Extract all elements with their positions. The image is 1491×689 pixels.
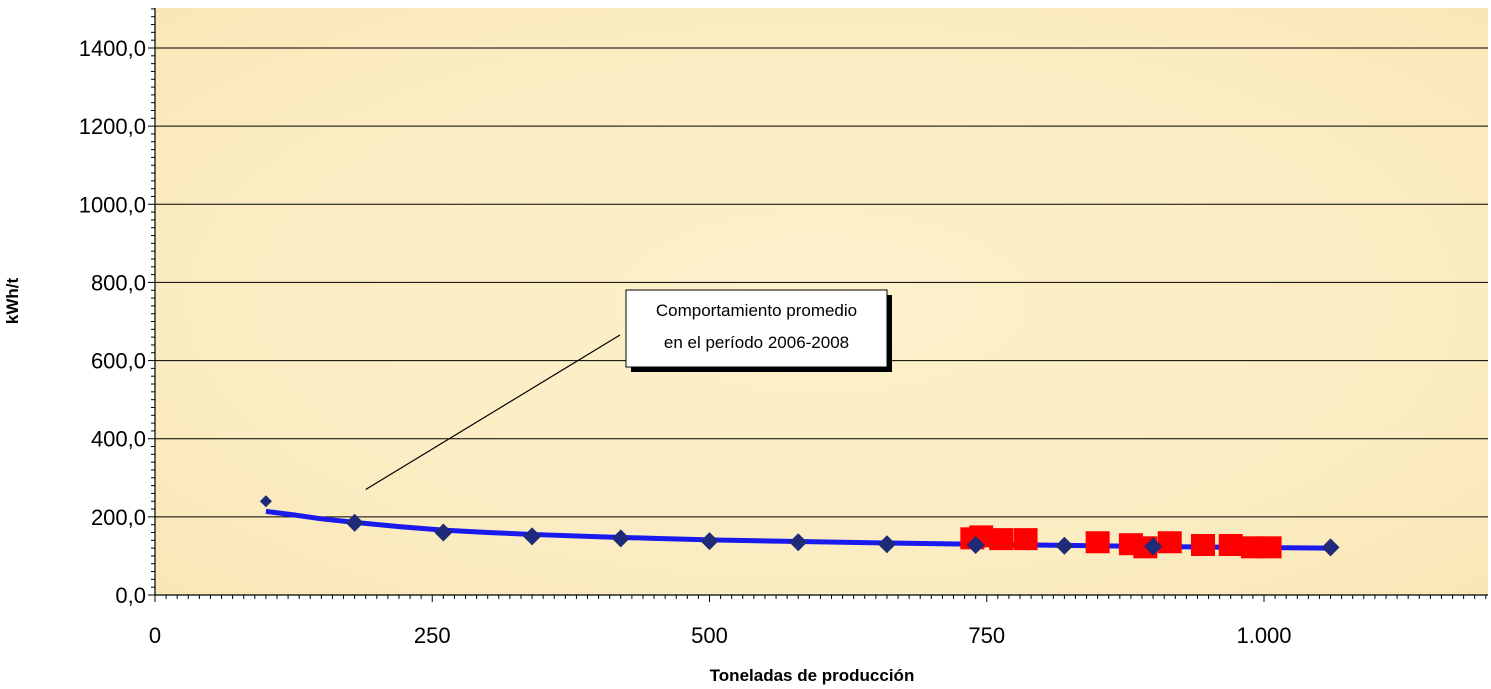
diamond-marker [345, 513, 364, 532]
diamond-marker [789, 533, 808, 552]
annotation: Comportamiento promedio en el período 20… [365, 289, 892, 491]
y-tick-label: 1200,0 [79, 114, 146, 139]
diamond-marker [434, 523, 453, 542]
red-square-marker [989, 528, 1014, 551]
red-square-marker [1218, 533, 1243, 556]
annotation-line-1: Comportamiento promedio [656, 301, 857, 320]
diamond-marker [1321, 538, 1340, 557]
y-tick-label: 1400,0 [79, 36, 146, 61]
red-square-marker [1191, 533, 1216, 556]
x-tick-label: 750 [968, 623, 1005, 648]
annotation-box [625, 289, 888, 368]
diamond-marker [1055, 536, 1074, 555]
y-tick-label: 600,0 [91, 349, 146, 374]
red-square-marker [1257, 536, 1282, 559]
x-tick-labels: 0 250 500 750 1.000 [149, 623, 1292, 648]
diamond-marker [700, 532, 719, 551]
diamond-marker [523, 527, 542, 546]
y-tick-labels: 0,0 200,0 400,0 600,0 800,0 1000,0 1200,0 1400,… [79, 36, 146, 608]
red-square-marker [1085, 531, 1110, 554]
diamond-marker [1144, 537, 1163, 556]
x-tick-label: 500 [691, 623, 728, 648]
x-tick-label: 0 [149, 623, 161, 648]
y-tick-label: 200,0 [91, 505, 146, 530]
y-tick-label: 800,0 [91, 270, 146, 295]
diamond-marker [611, 529, 630, 548]
red-square-marker [1013, 528, 1038, 551]
red-square-marker [1157, 531, 1182, 554]
y-tick-label: 1000,0 [79, 192, 146, 217]
diamond-marker [966, 535, 985, 554]
x-tick-label: 1.000 [1236, 623, 1291, 648]
diamond-marker [259, 495, 272, 508]
y-tick-label: 400,0 [91, 427, 146, 452]
y-axis-title: kWh/t [3, 278, 22, 325]
blue-diamond-series [259, 495, 1340, 557]
axes [148, 8, 1488, 602]
y-tick-label: 0,0 [115, 583, 146, 608]
x-axis-title: Toneladas de producción [710, 666, 915, 685]
annotation-line-2: en el período 2006-2008 [664, 333, 849, 352]
x-tick-label: 250 [414, 623, 451, 648]
annotation-leader-line [365, 334, 621, 491]
red-square-series [960, 525, 1282, 559]
diamond-marker [877, 535, 896, 554]
